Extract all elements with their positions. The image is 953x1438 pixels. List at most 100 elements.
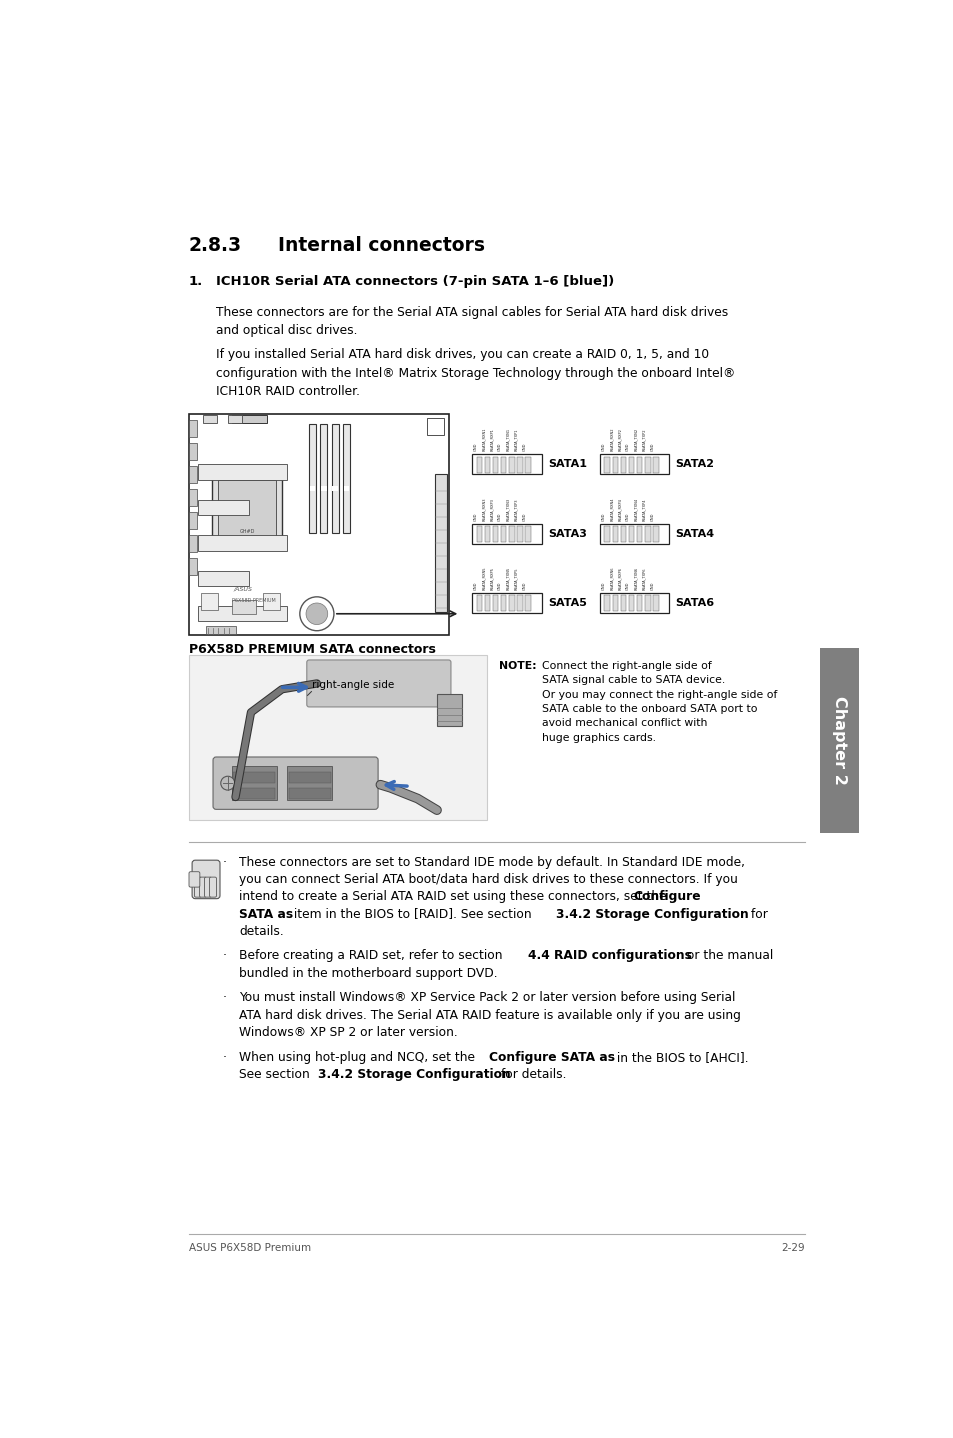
Bar bbox=[644, 526, 650, 542]
Text: These connectors are for the Serial ATA signal cables for Serial ATA hard disk d: These connectors are for the Serial ATA … bbox=[216, 306, 727, 338]
Text: GND: GND bbox=[474, 581, 477, 590]
Text: or the manual: or the manual bbox=[682, 949, 772, 962]
Text: Chapter 2: Chapter 2 bbox=[831, 696, 846, 785]
Bar bbox=[819, 649, 858, 833]
Text: RSATA_TXN2: RSATA_TXN2 bbox=[634, 429, 638, 452]
Bar bbox=[289, 772, 331, 784]
Text: RSATA_RXN1: RSATA_RXN1 bbox=[481, 427, 485, 452]
Text: Connect the right-angle side of
SATA signal cable to SATA device.
Or you may con: Connect the right-angle side of SATA sig… bbox=[541, 660, 776, 743]
Bar bbox=[189, 466, 196, 483]
Bar bbox=[287, 766, 332, 800]
Bar bbox=[343, 486, 349, 490]
Bar bbox=[484, 457, 490, 473]
Text: item in the BIOS to [RAID]. See section: item in the BIOS to [RAID]. See section bbox=[290, 907, 535, 920]
Bar bbox=[435, 473, 447, 613]
Text: GND: GND bbox=[497, 443, 501, 452]
Bar bbox=[198, 605, 287, 621]
Text: ICH10R Serial ATA connectors (7-pin SATA 1–6 [blue]): ICH10R Serial ATA connectors (7-pin SATA… bbox=[216, 275, 614, 288]
Text: ·: · bbox=[222, 991, 226, 1005]
Bar bbox=[189, 420, 196, 437]
Bar bbox=[427, 418, 443, 436]
Text: GND: GND bbox=[650, 443, 654, 452]
Bar bbox=[232, 600, 256, 614]
Text: P6X58D PREMIUM SATA connectors: P6X58D PREMIUM SATA connectors bbox=[189, 643, 436, 656]
Bar bbox=[476, 595, 481, 611]
Bar bbox=[233, 772, 274, 784]
Text: RSATA_RXN2: RSATA_RXN2 bbox=[609, 427, 613, 452]
Text: When using hot-plug and NCQ, set the: When using hot-plug and NCQ, set the bbox=[239, 1051, 478, 1064]
Bar bbox=[472, 454, 541, 475]
Text: SATA1: SATA1 bbox=[547, 459, 586, 469]
Bar bbox=[198, 571, 249, 587]
Bar bbox=[620, 457, 625, 473]
Text: 3.4.2 Storage Configuration: 3.4.2 Storage Configuration bbox=[555, 907, 747, 920]
Bar bbox=[484, 595, 490, 611]
Text: RSATA_RXN3: RSATA_RXN3 bbox=[481, 498, 485, 521]
Text: ASUS P6X58D Premium: ASUS P6X58D Premium bbox=[189, 1242, 311, 1252]
Bar bbox=[189, 443, 196, 460]
Bar bbox=[500, 595, 506, 611]
Bar bbox=[476, 526, 481, 542]
Bar bbox=[637, 526, 641, 542]
Text: RSATA_TXP5: RSATA_TXP5 bbox=[514, 567, 517, 590]
Text: GND: GND bbox=[474, 512, 477, 521]
Bar bbox=[653, 526, 658, 542]
Bar bbox=[644, 457, 650, 473]
Text: 3.4.2 Storage Configuration: 3.4.2 Storage Configuration bbox=[318, 1068, 511, 1081]
Bar bbox=[228, 416, 241, 423]
Text: GND: GND bbox=[497, 581, 501, 590]
Text: in the BIOS to [AHCI].: in the BIOS to [AHCI]. bbox=[612, 1051, 748, 1064]
Text: These connectors are set to Standard IDE mode by default. In Standard IDE mode,: These connectors are set to Standard IDE… bbox=[239, 856, 744, 869]
Bar bbox=[233, 788, 274, 798]
Text: right-angle side: right-angle side bbox=[312, 680, 394, 690]
Text: Configure: Configure bbox=[633, 890, 700, 903]
Text: RSATA_RXP5: RSATA_RXP5 bbox=[490, 567, 494, 590]
Text: RSATA_RXP6: RSATA_RXP6 bbox=[618, 567, 621, 590]
Bar bbox=[342, 424, 350, 533]
Text: See section: See section bbox=[239, 1068, 314, 1081]
Text: for details.: for details. bbox=[497, 1068, 565, 1081]
FancyBboxPatch shape bbox=[213, 756, 377, 810]
Text: RSATA_TXP1: RSATA_TXP1 bbox=[514, 429, 517, 452]
Text: RSATA_TXP3: RSATA_TXP3 bbox=[514, 498, 517, 521]
Bar bbox=[189, 414, 448, 636]
Text: RSATA_RXN6: RSATA_RXN6 bbox=[609, 567, 613, 590]
Text: RSATA_TXP2: RSATA_TXP2 bbox=[641, 429, 645, 452]
Bar bbox=[493, 457, 497, 473]
Bar bbox=[320, 424, 327, 533]
Bar bbox=[332, 424, 338, 533]
Text: GND: GND bbox=[650, 512, 654, 521]
Text: SATA6: SATA6 bbox=[675, 598, 714, 608]
Bar bbox=[262, 592, 279, 610]
Text: GND: GND bbox=[601, 443, 605, 452]
Bar bbox=[637, 457, 641, 473]
Bar bbox=[198, 500, 249, 515]
Bar bbox=[500, 457, 506, 473]
Bar bbox=[509, 526, 514, 542]
Bar bbox=[436, 695, 461, 726]
Bar bbox=[189, 535, 196, 552]
Bar bbox=[628, 457, 634, 473]
Text: you can connect Serial ATA boot/data hard disk drives to these connectors. If yo: you can connect Serial ATA boot/data har… bbox=[239, 873, 738, 886]
Bar bbox=[599, 523, 669, 544]
Circle shape bbox=[306, 603, 328, 624]
Text: GND: GND bbox=[601, 512, 605, 521]
Text: for: for bbox=[746, 907, 767, 920]
Bar bbox=[472, 592, 541, 613]
FancyBboxPatch shape bbox=[204, 877, 212, 897]
Text: 1.: 1. bbox=[189, 275, 203, 288]
Bar bbox=[653, 595, 658, 611]
Text: 2.8.3: 2.8.3 bbox=[189, 236, 242, 256]
Text: RSATA_TXN1: RSATA_TXN1 bbox=[506, 429, 510, 452]
Text: GND: GND bbox=[522, 581, 526, 590]
Text: GH#D: GH#D bbox=[239, 529, 254, 533]
Text: If you installed Serial ATA hard disk drives, you can create a RAID 0, 1, 5, and: If you installed Serial ATA hard disk dr… bbox=[216, 348, 735, 398]
Bar bbox=[604, 526, 609, 542]
Bar bbox=[653, 457, 658, 473]
Bar bbox=[189, 512, 196, 529]
FancyBboxPatch shape bbox=[189, 871, 199, 887]
Bar bbox=[206, 626, 235, 634]
Text: GND: GND bbox=[625, 581, 629, 590]
Text: SATA4: SATA4 bbox=[675, 529, 714, 539]
Text: Windows® XP SP 2 or later version.: Windows® XP SP 2 or later version. bbox=[239, 1027, 457, 1040]
